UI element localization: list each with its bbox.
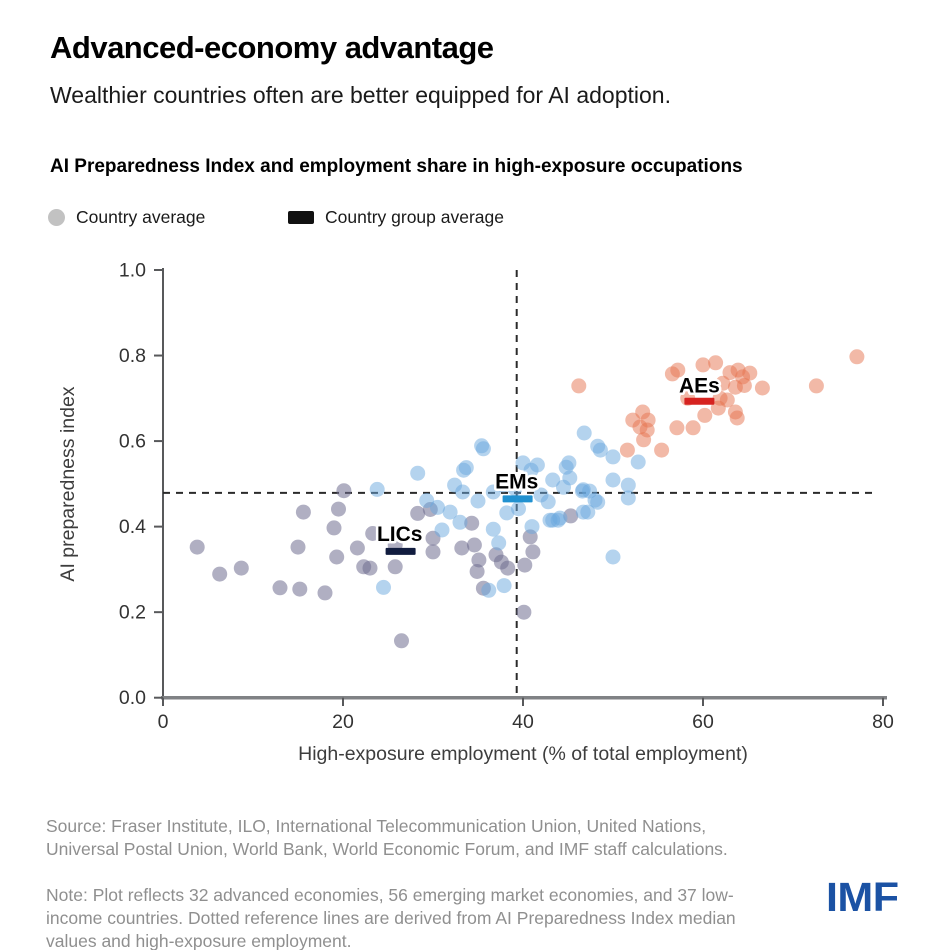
group-label-AEs: AEs [679, 374, 720, 397]
group-label-EMs: EMs [495, 471, 538, 494]
country-group-average-bar-icon [288, 210, 314, 224]
chart-title: AI Preparedness Index and employment sha… [50, 156, 743, 177]
y-tick-label: 1.0 [119, 260, 146, 282]
legend-item-country-average: Country average [48, 207, 288, 228]
x-tick-label: 80 [872, 711, 894, 733]
y-axis-label: AI preparedness index [57, 386, 79, 581]
scatter-chart-svg: 0.0 0.2 0.4 0.6 0.8 1.0 0 20 40 60 80 High-exposure… [57, 260, 894, 766]
legend-label-country-average: Country average [76, 206, 206, 227]
footer-note: Note: Plot reflects 32 advanced economie… [46, 885, 736, 950]
footer: Source: Fraser Institute, ILO, Internati… [46, 792, 736, 950]
page-subtitle: Wealthier countries often are better equ… [50, 82, 671, 108]
y-tick-label: 0.4 [119, 516, 146, 538]
footer-source: Source: Fraser Institute, ILO, Internati… [46, 816, 728, 859]
y-tick-label: 0.0 [119, 687, 146, 709]
legend-item-country-group-average: Country group average [288, 207, 504, 228]
group-label-LICs: LICs [377, 523, 423, 546]
group-average-marker-EMs [502, 495, 533, 503]
scatter-points-EMs [369, 425, 646, 598]
page-title: Advanced-economy advantage [50, 30, 494, 65]
y-tick-label: 0.2 [119, 602, 146, 624]
x-axis-label: High-exposure employment (% of total emp… [298, 743, 748, 765]
y-tick-label: 0.6 [119, 431, 146, 453]
legend: Country average Country group average [48, 206, 504, 228]
imf-logo: IMF [826, 874, 899, 920]
scatter-chart: 0.0 0.2 0.4 0.6 0.8 1.0 0 20 40 60 80 High-exposure… [0, 238, 950, 790]
y-tick-label: 0.8 [119, 345, 146, 367]
scatter-points-AEs [571, 349, 865, 458]
country-average-dot-icon [48, 208, 65, 226]
x-tick-label: 60 [692, 711, 714, 733]
x-tick-label: 0 [158, 711, 169, 733]
legend-label-country-group-average: Country group average [325, 206, 504, 227]
axes: 0.0 0.2 0.4 0.6 0.8 1.0 0 20 40 60 80 High-exposure… [57, 260, 894, 766]
x-tick-label: 40 [512, 711, 534, 733]
group-average-marker-LICs [385, 547, 416, 555]
x-tick-label: 20 [332, 711, 354, 733]
group-average-marker-AEs [684, 397, 715, 405]
